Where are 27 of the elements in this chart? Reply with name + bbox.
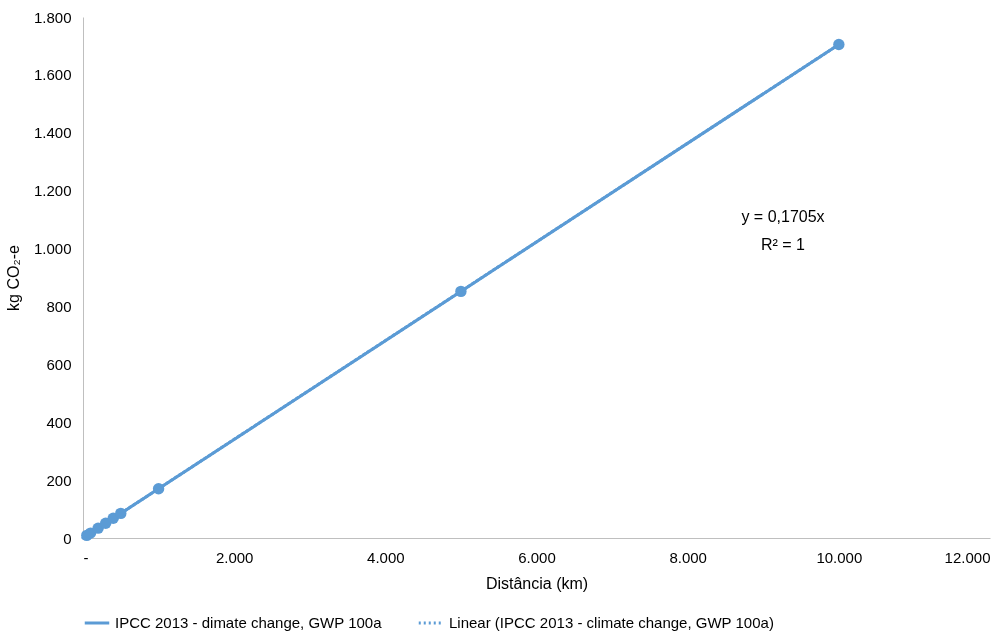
y-tick-label: 600	[46, 355, 72, 373]
annotation: R² = 1	[760, 236, 806, 253]
y-tick-label: 1.400	[33, 124, 72, 142]
x-axis-title: Distância (km)	[485, 574, 589, 592]
x-tick-label: 10.000	[816, 548, 863, 566]
x-tick-label: 6.000	[518, 548, 556, 566]
y-tick-label: 800	[46, 297, 72, 315]
y-tick-label: 1.000	[33, 240, 72, 258]
y-tick-label: 400	[46, 413, 72, 431]
x-tick-label: 12.000	[944, 548, 991, 566]
x-tick-label: 4.000	[367, 548, 405, 566]
x-tick-label: 2.000	[215, 548, 254, 566]
point	[115, 507, 127, 520]
y-tick-label: 1.200	[33, 182, 72, 200]
y-tick-label: 1.600	[33, 66, 72, 84]
x-tick-label: 8.000	[669, 548, 707, 566]
y-tick-label: 1.800	[33, 8, 72, 26]
y-tick-label: 0	[63, 529, 72, 547]
legend-label: IPCC 2013 - dimate change, GWP 100a	[115, 614, 383, 631]
point	[833, 38, 845, 51]
annotation: y = 0,1705x	[741, 208, 825, 225]
point	[455, 285, 467, 298]
x-tick-label: -	[83, 548, 89, 566]
point	[152, 483, 165, 495]
legend-label: Linear (IPCC 2013 - climate change, GWP 100a)	[449, 614, 774, 631]
y-axis-title: kg CO₂-e	[4, 245, 22, 311]
y-tick-label: 200	[46, 471, 72, 489]
